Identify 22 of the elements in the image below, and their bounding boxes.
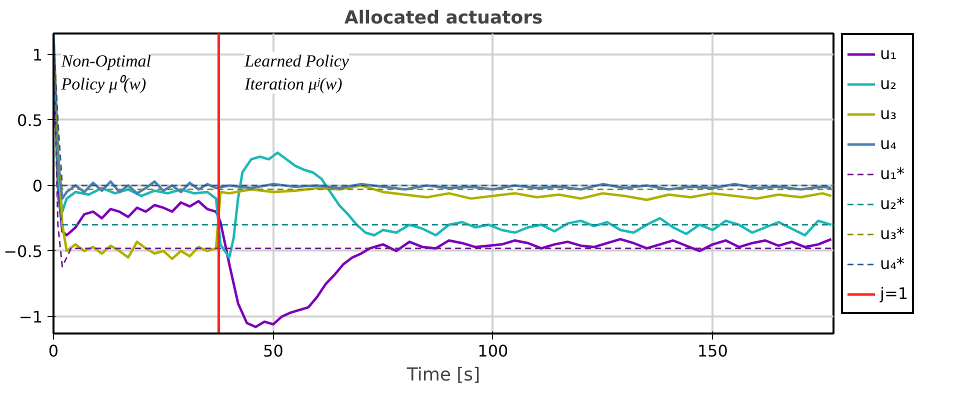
annotation: Learned Policy Iteration μʲ(w) <box>244 52 350 94</box>
legend-label: u₃ <box>880 103 898 125</box>
y-tick-label: 0.5 <box>17 110 43 130</box>
legend-label: u₄ <box>880 133 898 155</box>
legend-label: u₁* <box>880 163 905 185</box>
chart-title: Allocated actuators <box>344 8 543 28</box>
x-tick-label: 50 <box>263 342 284 360</box>
y-tick-label: 1 <box>32 45 43 64</box>
legend-label: u₂* <box>880 193 905 215</box>
x-tick-label: 0 <box>48 342 59 360</box>
y-tick-label: −0.5 <box>4 242 43 261</box>
y-tick-label: −1 <box>18 307 43 326</box>
legend-label: j=1 <box>880 283 908 305</box>
x-tick-label: 150 <box>697 342 728 360</box>
legend-label: u₄* <box>880 253 905 275</box>
legend-label: u₂ <box>880 73 898 95</box>
x-axis-title: Time [s] <box>406 364 480 386</box>
legend-label: u₃* <box>880 223 905 245</box>
legend-label: u₁ <box>880 43 898 65</box>
x-tick-label: 100 <box>478 342 508 360</box>
y-tick-label: 0 <box>32 176 43 196</box>
annotation: Non-Optimal Policy μ⁰(w) <box>60 52 152 94</box>
